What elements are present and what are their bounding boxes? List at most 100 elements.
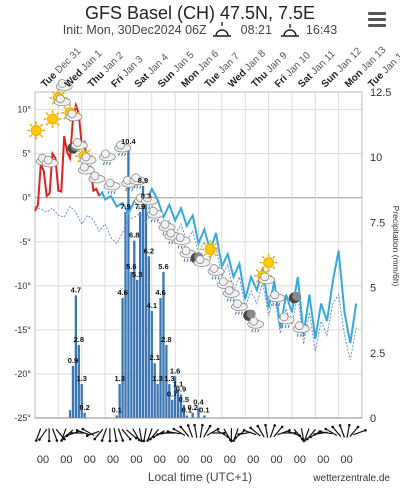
moon-icon (288, 291, 302, 304)
precip-bar (191, 412, 194, 418)
precip-bar (159, 298, 162, 418)
rain-cloud-icon (230, 299, 248, 315)
precip-bar (150, 311, 153, 418)
wind-arrow (257, 425, 265, 438)
precip-bar (171, 399, 174, 418)
y-left-tick-label: 0° (22, 193, 31, 203)
wind-arrow (293, 428, 303, 440)
precipitation-labels: 4.72.81.30.90.2 0.11.34.67.910.45.66.85.3… (68, 137, 210, 415)
precip-value-label: 5.3 (132, 270, 142, 279)
x-tick-label: 00 (37, 454, 49, 466)
wind-arrow-head (75, 428, 79, 432)
wind-arrow (304, 428, 310, 441)
precip-value-label: 0.1 (112, 405, 122, 414)
wind-arrow (38, 428, 48, 440)
wind-arrow-head (273, 424, 276, 427)
precip-value-label: 6.8 (129, 231, 139, 240)
cloud-icon (55, 79, 73, 91)
wind-arrow-head (128, 437, 132, 441)
wind-arrow (132, 428, 140, 441)
wind-arrow (319, 431, 333, 435)
rain-cloud-icon (247, 316, 265, 333)
wind-arrow (187, 425, 194, 438)
precip-value-label: 1.3 (152, 374, 162, 383)
credit-link[interactable]: wetterzentrale.de (313, 473, 390, 484)
wind-arrow-head (186, 424, 190, 427)
precip-value-label: 7.9 (135, 202, 145, 211)
precip-bar (77, 344, 80, 418)
x-tick-label: 00 (317, 454, 329, 466)
x-tick-label: 00 (60, 454, 72, 466)
rain-cloud-icon (114, 140, 131, 157)
sun-cloud-icon (75, 147, 97, 166)
wind-arrow (62, 429, 74, 439)
wind-arrow (167, 431, 181, 435)
wind-arrow-head (309, 435, 312, 439)
hamburger-menu-icon[interactable] (368, 12, 386, 28)
precip-bar (141, 185, 145, 418)
precip-bar (165, 344, 168, 418)
precip-value-label: 10.4 (121, 137, 136, 146)
rain-cloud-icon (292, 321, 310, 337)
sunrise-time: 08:21 (240, 23, 272, 37)
wind-arrow (173, 428, 186, 436)
precip-value-label: 0.9 (68, 356, 78, 365)
precip-bar (80, 384, 83, 418)
rain-cloud-icon (179, 246, 197, 262)
precip-bar (130, 271, 133, 418)
precip-value-label: 1.3 (164, 374, 174, 383)
y-right-tick-label: 12.5 (370, 87, 391, 99)
precip-value-label: 6.2 (144, 246, 154, 255)
x-tick-label: 00 (84, 454, 96, 466)
wind-arrow-head (256, 424, 260, 428)
precip-bar (118, 384, 121, 418)
precip-value-label: 0.9 (176, 385, 186, 394)
wind-arrow-head (172, 427, 176, 431)
wind-arrow (94, 428, 104, 440)
x-tick-label: 00 (107, 454, 119, 466)
precip-bar (203, 415, 206, 418)
rain-cloud-icon (173, 233, 191, 249)
precip-value-label: 5.6 (126, 262, 136, 271)
cloud-icon (77, 162, 95, 175)
precip-value-label: 0.4 (193, 398, 204, 407)
precip-value-label: 7.9 (120, 202, 130, 211)
sun-icon (27, 121, 46, 140)
wind-arrow-head (161, 431, 164, 435)
y-right-tick-label: 7.5 (370, 217, 385, 229)
wind-arrow (269, 425, 276, 438)
wind-arrow (346, 425, 350, 438)
precip-bar (127, 146, 130, 418)
rain-cloud-icon (146, 206, 164, 223)
wind-arrow (76, 429, 90, 436)
precip-bar (115, 415, 118, 418)
cloud-icon (41, 155, 59, 168)
precip-value-label: 2.8 (161, 335, 171, 344)
wind-arrow-head (156, 433, 160, 436)
wind-arrow-head (34, 439, 38, 442)
wind-arrow (35, 428, 42, 441)
precip-value-label: 1.6 (170, 366, 180, 375)
cloud-icon (88, 171, 106, 184)
x-axis-title: Local time (UTC+1) (147, 470, 253, 484)
wind-arrow-head (313, 433, 316, 436)
wind-arrow-head (85, 434, 89, 438)
sun-cloud-icon (61, 103, 83, 122)
dewpoint-line (34, 205, 357, 360)
x-tick-label: 00 (130, 454, 142, 466)
wind-arrow-head (65, 434, 69, 438)
wind-arrow-head (318, 430, 322, 433)
precip-bar (133, 240, 136, 418)
y-left-tick-label: -20° (14, 369, 31, 379)
wind-arrow-head (264, 423, 267, 427)
wind-arrow-head (364, 428, 367, 432)
y-right-tick-label: 2.5 (370, 348, 385, 360)
wind-arrow (121, 428, 131, 440)
rain-cloud-icon (129, 173, 147, 189)
precip-value-label: 0.2 (187, 403, 197, 412)
precip-bar (153, 363, 156, 418)
y-left-tick-label: 5° (22, 149, 31, 159)
wind-arrow (349, 426, 359, 438)
precip-bar (182, 404, 186, 418)
